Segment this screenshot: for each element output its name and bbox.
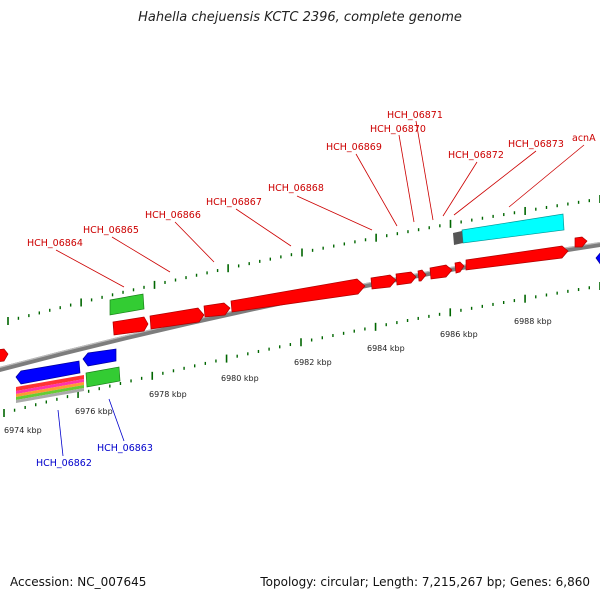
gene-right-edge-feature[interactable] xyxy=(595,252,600,265)
gene-hch-06863-feature[interactable] xyxy=(82,348,117,367)
tick-label-6982: 6982 kbp xyxy=(294,358,332,367)
rrna-bottom-feature[interactable] xyxy=(85,366,121,388)
tick-label-6978: 6978 kbp xyxy=(149,390,187,399)
leader-lines xyxy=(55,120,585,457)
label-hch-06865[interactable]: HCH_06865 xyxy=(83,225,139,236)
tick-label-6986: 6986 kbp xyxy=(440,330,478,339)
rna-features xyxy=(16,213,565,403)
scale-tracks xyxy=(3,195,600,417)
label-hch-06872[interactable]: HCH_06872 xyxy=(448,150,504,161)
gene-acna-feature[interactable] xyxy=(574,236,588,248)
reverse-genes xyxy=(15,252,600,385)
gene-hch-06870-feature[interactable] xyxy=(417,269,427,282)
label-hch-06863[interactable]: HCH_06863 xyxy=(97,443,153,454)
label-hch-06868[interactable]: HCH_06868 xyxy=(268,183,324,194)
label-hch-06873[interactable]: HCH_06873 xyxy=(508,139,564,150)
gene-left-feature[interactable] xyxy=(0,348,9,362)
band-orange xyxy=(16,382,84,397)
band-magenta xyxy=(16,379,84,394)
gene-hch-06865-feature[interactable] xyxy=(149,307,205,330)
gene-hch-06871-feature[interactable] xyxy=(429,264,453,280)
label-hch-06864[interactable]: HCH_06864 xyxy=(27,238,83,249)
label-hch-06862[interactable]: HCH_06862 xyxy=(36,458,92,469)
label-hch-06869[interactable]: HCH_06869 xyxy=(326,142,382,153)
gene-hch-06864-feature[interactable] xyxy=(112,316,149,336)
band-gray xyxy=(16,388,84,403)
gray-feature[interactable] xyxy=(453,231,463,245)
gene-hch-06869-feature[interactable] xyxy=(395,271,417,286)
pseudo-feature[interactable] xyxy=(461,213,565,244)
forward-genes xyxy=(0,236,588,362)
band-red xyxy=(16,375,84,391)
gene-labels: HCH_06864 HCH_06865 HCH_06866 HCH_06867 … xyxy=(27,110,596,469)
label-acna[interactable]: acnA xyxy=(572,133,596,144)
tick-label-6988: 6988 kbp xyxy=(514,317,552,326)
tick-label-6976: 6976 kbp xyxy=(75,407,113,416)
label-hch-06871[interactable]: HCH_06871 xyxy=(387,110,443,121)
map-title: Hahella chejuensis KCTC 2396, complete g… xyxy=(138,10,462,25)
tick-labels: 6974 kbp 6976 kbp 6978 kbp 6980 kbp 6982… xyxy=(4,317,552,435)
gene-hch-06872-feature[interactable] xyxy=(454,261,465,274)
gene-hch-06867-feature[interactable] xyxy=(230,278,366,313)
tick-label-6984: 6984 kbp xyxy=(367,344,405,353)
tick-label-6974: 6974 kbp xyxy=(4,426,42,435)
gene-hch-06866-feature[interactable] xyxy=(203,302,231,318)
accession-text: Accession: NC_007645 xyxy=(10,575,147,589)
tick-label-6980: 6980 kbp xyxy=(221,374,259,383)
rrna-top-feature[interactable] xyxy=(109,293,145,316)
band-green xyxy=(16,385,84,400)
topology-text: Topology: circular; Length: 7,215,267 bp… xyxy=(260,575,590,589)
label-hch-06870[interactable]: HCH_06870 xyxy=(370,124,426,135)
gene-hch-06873-feature[interactable] xyxy=(465,245,569,271)
label-hch-06867[interactable]: HCH_06867 xyxy=(206,197,262,208)
label-hch-06866[interactable]: HCH_06866 xyxy=(145,210,201,221)
gene-hch-06868-feature[interactable] xyxy=(370,274,397,290)
gene-hch-06862-feature[interactable] xyxy=(15,360,81,385)
